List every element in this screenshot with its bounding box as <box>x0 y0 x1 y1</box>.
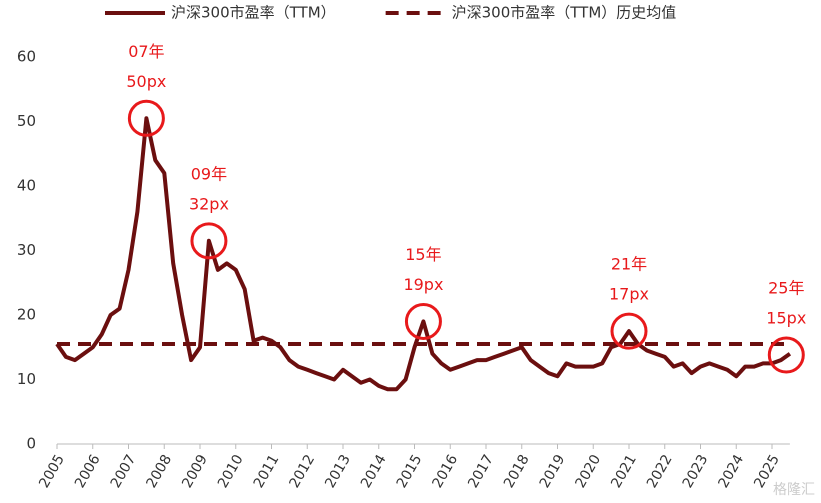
x-tick-label: 2021 <box>608 452 640 491</box>
annotation-text: 15年 <box>405 245 441 264</box>
y-tick-label: 10 <box>17 370 36 388</box>
watermark: 格隆汇 <box>773 482 815 498</box>
legend-label: 沪深300市盈率（TTM）历史均值 <box>452 4 677 22</box>
x-tick-label: 2005 <box>36 452 68 491</box>
x-tick-label: 2017 <box>465 452 497 491</box>
x-tick-label: 2024 <box>716 452 748 491</box>
x-tick-label: 2006 <box>72 452 104 491</box>
legend-label: 沪深300市盈率（TTM） <box>171 4 336 22</box>
x-tick-label: 2023 <box>680 452 712 491</box>
x-tick-label: 2022 <box>644 452 676 491</box>
x-tick-label: 2010 <box>215 452 247 491</box>
x-tick-label: 2012 <box>287 452 319 491</box>
annotation-circle <box>404 302 442 340</box>
annotation-circle <box>190 222 228 260</box>
x-tick-label: 2011 <box>251 452 283 491</box>
y-tick-label: 50 <box>17 112 36 130</box>
x-tick-label: 2013 <box>322 452 354 491</box>
x-tick-label: 2018 <box>501 452 533 491</box>
annotation-text: 25年 <box>768 278 804 297</box>
annotation-text: 15px <box>766 308 806 327</box>
annotation-text: 21年 <box>611 255 647 274</box>
annotation-text: 32px <box>189 194 229 213</box>
y-tick-label: 0 <box>26 435 36 453</box>
y-tick-label: 60 <box>17 48 36 66</box>
annotation-circle <box>610 312 648 350</box>
y-tick-label: 30 <box>17 241 36 259</box>
series-line <box>55 116 792 392</box>
x-tick-label: 2016 <box>430 452 462 491</box>
annotation-text: 50px <box>126 72 166 91</box>
x-tick-label: 2020 <box>573 452 605 491</box>
annotation-circle <box>767 336 805 374</box>
annotation-text: 09年 <box>191 164 227 183</box>
x-tick-label: 2008 <box>144 452 176 491</box>
legend: 沪深300市盈率（TTM） 沪深300市盈率（TTM）历史均值 <box>105 4 676 22</box>
annotation-circle <box>127 99 165 137</box>
annotation-text: 17px <box>609 285 649 304</box>
x-tick-label: 2019 <box>537 452 569 491</box>
x-tick-label: 2009 <box>179 452 211 491</box>
x-tick-label: 2007 <box>108 452 140 491</box>
annotation-text: 19px <box>403 275 443 294</box>
y-tick-label: 40 <box>17 177 36 195</box>
x-tick-label: 2014 <box>358 452 390 491</box>
annotation-text: 07年 <box>128 42 164 61</box>
y-tick-label: 20 <box>17 306 36 324</box>
x-tick-label: 2015 <box>394 452 426 491</box>
